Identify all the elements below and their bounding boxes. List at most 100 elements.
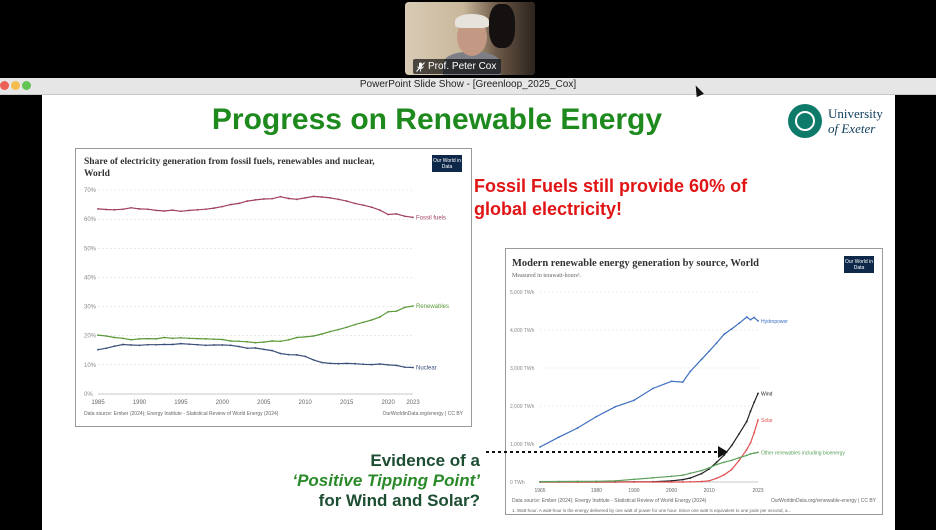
data-point xyxy=(138,338,141,340)
data-point xyxy=(130,338,133,341)
data-point xyxy=(539,446,541,448)
mic-muted-icon xyxy=(416,61,425,72)
data-point xyxy=(138,344,141,347)
data-point xyxy=(329,362,332,365)
data-point xyxy=(749,441,752,444)
data-point xyxy=(97,208,99,210)
data-point xyxy=(387,363,390,366)
data-point xyxy=(262,341,265,344)
data-point xyxy=(155,338,157,340)
data-point xyxy=(146,343,149,346)
data-point xyxy=(337,198,340,201)
data-point xyxy=(171,343,174,346)
data-point xyxy=(681,381,684,383)
data-point xyxy=(320,361,323,364)
data-point xyxy=(723,333,726,336)
data-point xyxy=(576,480,579,483)
data-point xyxy=(213,338,215,341)
series-label: Renewables xyxy=(416,304,449,310)
data-point xyxy=(395,310,398,313)
data-point xyxy=(730,459,733,462)
owid-badge: Our World in Data xyxy=(844,256,874,273)
data-point xyxy=(689,370,692,373)
data-point xyxy=(370,363,373,366)
y-tick-label: 5,000 TWh xyxy=(510,290,535,296)
data-point xyxy=(262,198,265,200)
data-point xyxy=(271,197,273,200)
data-point xyxy=(557,480,560,483)
data-point xyxy=(700,472,703,475)
data-point xyxy=(113,345,116,348)
x-tick-label: 2000 xyxy=(666,488,677,494)
y-tick-label: 2,000 TWh xyxy=(510,404,535,410)
data-point xyxy=(329,330,332,333)
data-point xyxy=(113,336,116,339)
series-line xyxy=(97,305,414,344)
y-tick-label: 1,000 TWh xyxy=(510,442,535,448)
data-point xyxy=(246,340,249,343)
data-point xyxy=(345,200,348,202)
maximize-window-icon[interactable] xyxy=(22,81,31,90)
data-point xyxy=(700,480,703,483)
data-point xyxy=(689,480,692,483)
data-point xyxy=(745,316,748,318)
data-point xyxy=(354,202,356,205)
data-point xyxy=(304,196,307,199)
data-point xyxy=(213,207,215,209)
data-point xyxy=(738,432,741,435)
chart-title: Modern renewable energy generation by so… xyxy=(512,258,760,269)
data-point xyxy=(715,461,718,464)
data-point xyxy=(196,343,199,346)
data-point xyxy=(163,210,166,212)
data-point xyxy=(238,202,240,205)
data-point xyxy=(279,352,282,355)
series-line xyxy=(540,419,759,483)
data-point xyxy=(97,334,99,337)
data-point xyxy=(262,348,265,351)
data-point xyxy=(337,328,340,331)
x-tick-label: 2015 xyxy=(340,400,354,406)
data-point xyxy=(757,319,759,322)
participant-name: Prof. Peter Cox xyxy=(428,61,497,72)
data-point xyxy=(412,305,414,307)
data-point xyxy=(171,337,174,340)
data-point xyxy=(576,427,579,429)
data-point xyxy=(651,481,654,483)
data-point xyxy=(745,420,748,423)
data-point xyxy=(312,335,315,337)
data-point xyxy=(354,362,356,365)
data-point xyxy=(730,468,733,471)
data-point xyxy=(539,480,541,483)
data-point xyxy=(633,399,635,402)
minimize-window-icon[interactable] xyxy=(11,81,20,90)
data-point xyxy=(745,454,748,457)
data-point xyxy=(296,354,298,356)
data-point xyxy=(651,476,654,479)
series-line xyxy=(540,393,759,483)
x-tick-label: 2020 xyxy=(381,400,395,406)
data-point xyxy=(155,343,157,346)
data-point xyxy=(757,451,759,454)
data-point xyxy=(757,392,759,395)
y-tick-label: 0% xyxy=(84,392,93,398)
data-point xyxy=(395,364,398,367)
evidence-text: Evidence of a ‘Positive Tipping Point’ f… xyxy=(260,451,480,511)
data-point xyxy=(403,215,406,218)
data-point xyxy=(188,209,191,212)
data-point xyxy=(204,208,207,211)
x-tick-label: 2005 xyxy=(257,400,271,406)
data-point xyxy=(163,343,166,346)
data-point xyxy=(387,213,390,216)
data-point xyxy=(155,209,157,212)
series-label: Other renewables including bioenergy xyxy=(761,450,845,456)
close-window-icon[interactable] xyxy=(0,81,9,90)
data-point xyxy=(130,344,133,346)
data-point xyxy=(749,410,752,413)
exeter-seal-icon xyxy=(788,104,822,138)
data-point xyxy=(146,337,149,340)
chart-plot: 0% 10% 20% 30% 40% 50% 60% 70% 1985 1990 1995 2000 2… xyxy=(84,188,449,406)
x-tick-label: 2010 xyxy=(704,488,715,494)
data-point xyxy=(221,338,224,341)
video-thumbnail[interactable]: Prof. Peter Cox xyxy=(405,2,535,75)
data-point xyxy=(670,475,673,478)
